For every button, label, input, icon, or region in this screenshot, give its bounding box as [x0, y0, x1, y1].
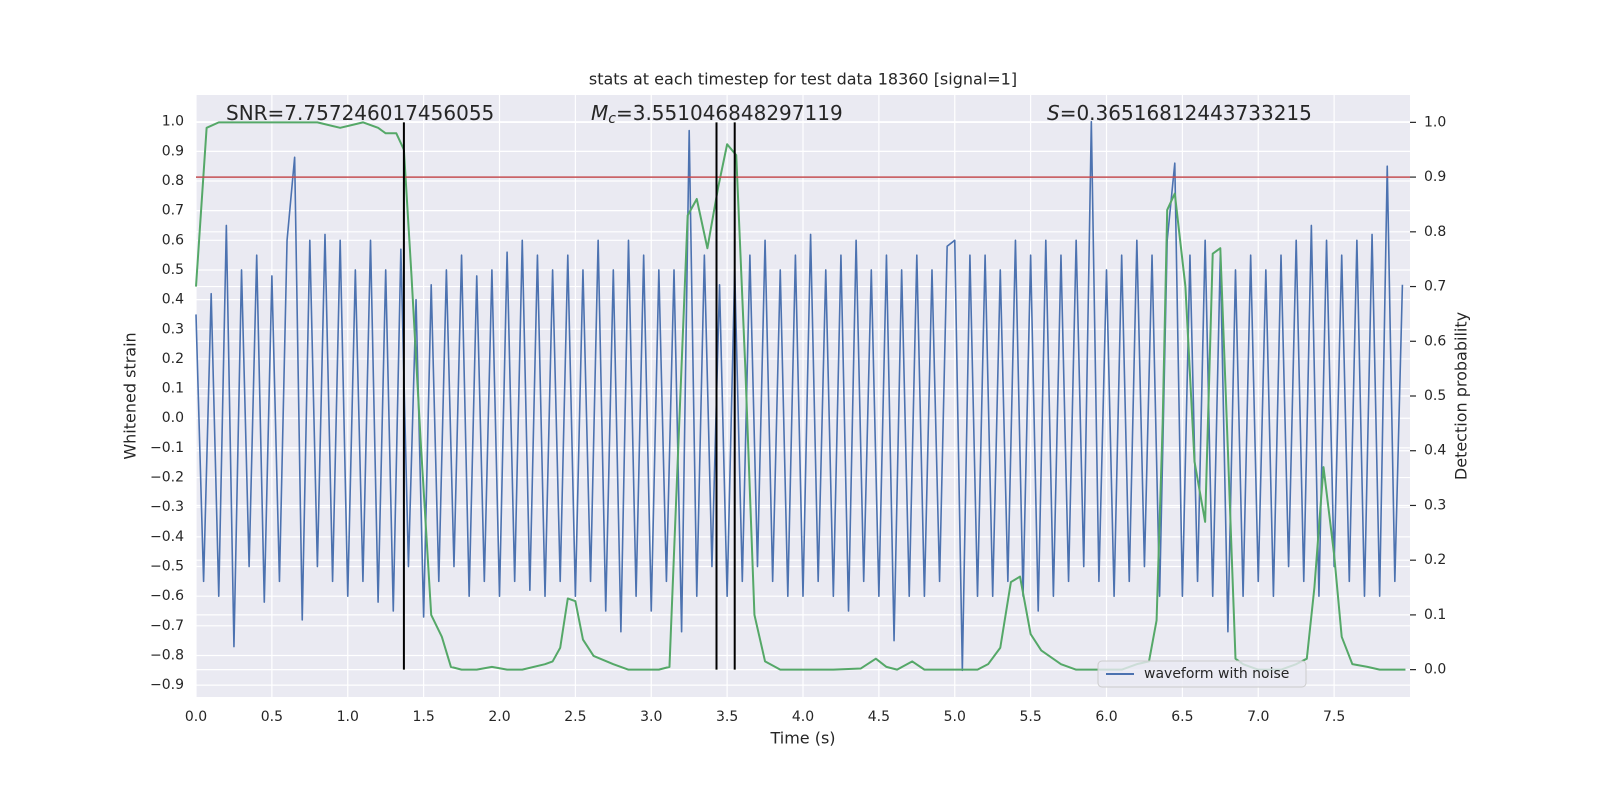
y2-tick-label: 0.0 — [1424, 662, 1446, 678]
x-tick-label: 2.0 — [488, 709, 510, 725]
y-tick-label: 0.6 — [162, 232, 184, 248]
y2-tick-label: 0.1 — [1424, 607, 1446, 623]
annotation-text: =0.36516812443733215 — [1060, 101, 1312, 125]
x-tick-label: 4.5 — [868, 709, 890, 725]
y-tick-label: −0.7 — [150, 618, 184, 634]
y-tick-label: 0.5 — [162, 262, 184, 278]
annotation-text: =3.551046848297119 — [616, 101, 843, 125]
x-tick-label: 1.5 — [412, 709, 434, 725]
y2-tick-label: 0.4 — [1424, 443, 1446, 459]
y2-tick-label: 0.5 — [1424, 388, 1446, 404]
y-tick-label: 0.1 — [162, 381, 184, 397]
series-line — [195, 120, 1404, 672]
annotation-subscript: c — [608, 111, 616, 127]
x-tick-label: 7.5 — [1323, 709, 1345, 725]
x-tick-label: 6.0 — [1095, 709, 1117, 725]
x-tick-label: 7.0 — [1247, 709, 1269, 725]
annotation-symbol: S — [1047, 101, 1060, 125]
y2-tick-label: 0.9 — [1424, 169, 1446, 185]
y2-tick-label: 0.2 — [1424, 552, 1446, 568]
y-tick-label: 0.0 — [162, 410, 184, 426]
y-tick-label: 0.8 — [162, 173, 184, 189]
annotation: S=0.36516812443733215 — [1047, 101, 1312, 125]
y-tick-label: −0.6 — [150, 588, 184, 604]
y2-tick-label: 0.8 — [1424, 224, 1446, 240]
legend-label: waveform with noise — [1144, 666, 1289, 682]
y-tick-label: 1.0 — [162, 114, 184, 130]
x-tick-label: 1.0 — [337, 709, 359, 725]
x-tick-label: 5.0 — [944, 709, 966, 725]
annotation-symbol: M — [591, 101, 608, 125]
y-tick-label: 0.2 — [162, 351, 184, 367]
y-tick-label: 0.4 — [162, 292, 184, 308]
y2-tick-label: 0.7 — [1424, 279, 1446, 295]
x-tick-label: 3.5 — [716, 709, 738, 725]
y-tick-label: −0.2 — [150, 470, 184, 486]
x-tick-label: 2.5 — [564, 709, 586, 725]
x-tick-label: 5.5 — [1019, 709, 1041, 725]
y-tick-label: −0.8 — [150, 647, 184, 663]
annotation: SNR=7.757246017456055 — [226, 101, 494, 125]
y-tick-label: −0.4 — [150, 529, 184, 545]
x-tick-label: 4.0 — [792, 709, 814, 725]
annotation: Mc=3.551046848297119 — [591, 101, 843, 128]
y-tick-label: 0.9 — [162, 143, 184, 159]
y2-axis-label: Detection probability — [1452, 312, 1471, 480]
chart-title: stats at each timestep for test data 183… — [589, 70, 1017, 89]
y2-tick-label: 0.3 — [1424, 497, 1446, 513]
y2-tick-label: 0.6 — [1424, 333, 1446, 349]
legend-box — [1097, 660, 1307, 688]
y-tick-label: 0.3 — [162, 321, 184, 337]
y-tick-label: −0.1 — [150, 440, 184, 456]
y-tick-label: 0.7 — [162, 203, 184, 219]
y-tick-label: −0.9 — [150, 677, 184, 693]
x-axis-label: Time (s) — [769, 729, 835, 748]
y-tick-label: −0.3 — [150, 499, 184, 515]
x-tick-label: 3.0 — [640, 709, 662, 725]
annotation-text: SNR=7.757246017456055 — [226, 101, 494, 125]
x-tick-label: 0.5 — [261, 709, 283, 725]
y-axis-label: Whitened strain — [121, 332, 140, 459]
y2-tick-label: 1.0 — [1424, 114, 1446, 130]
series-line — [195, 121, 1406, 671]
x-tick-label: 6.5 — [1171, 709, 1193, 725]
y-tick-label: −0.5 — [150, 559, 184, 575]
x-tick-label: 0.0 — [185, 709, 207, 725]
